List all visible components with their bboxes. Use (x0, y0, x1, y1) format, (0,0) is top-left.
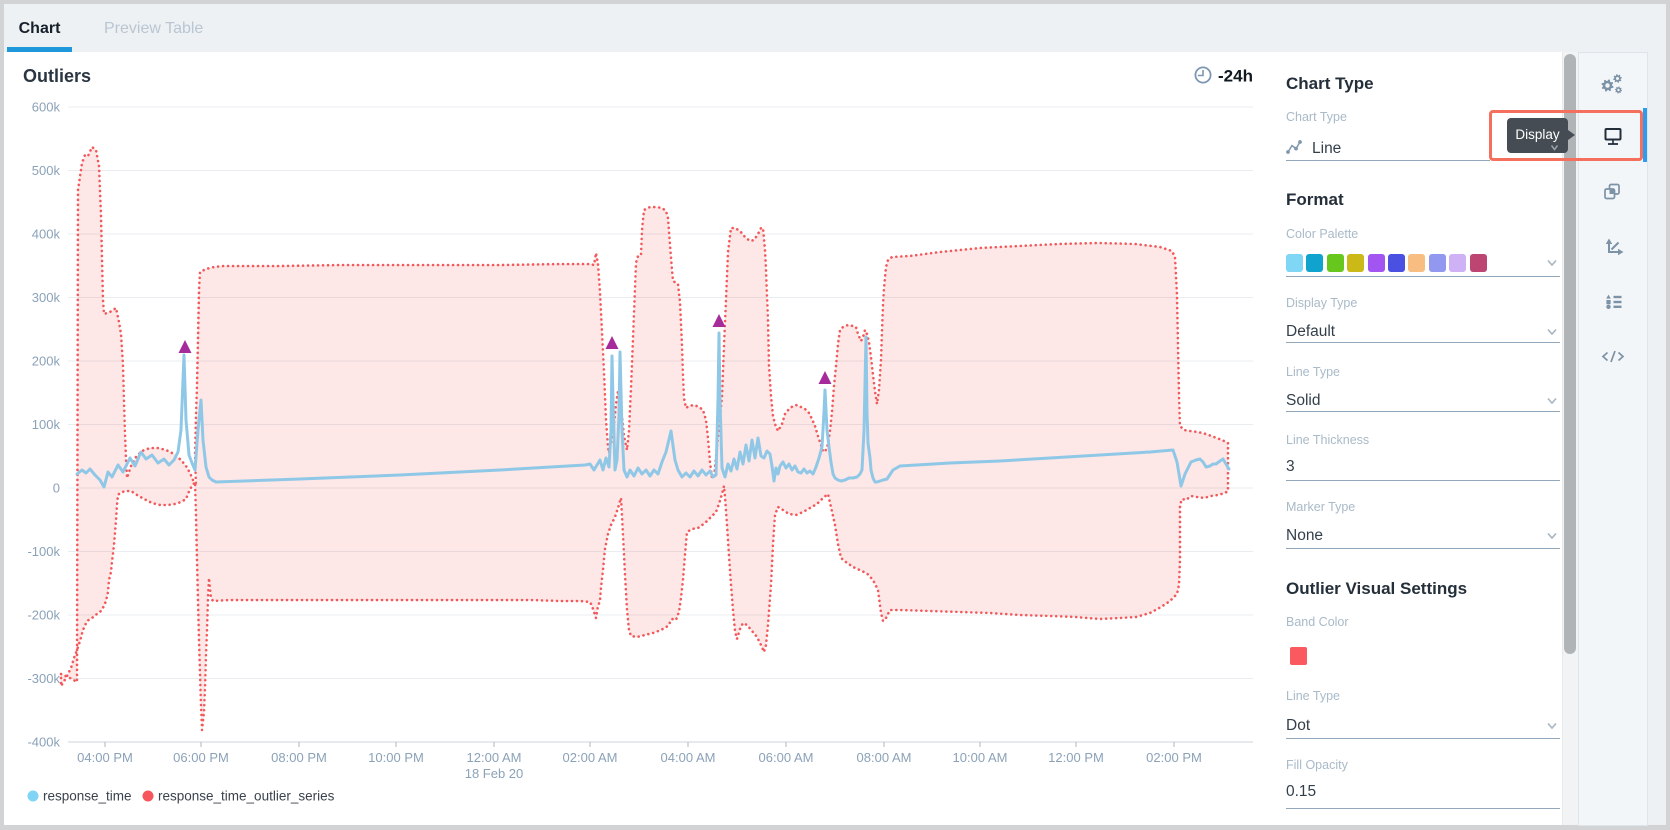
svg-text:500k: 500k (32, 163, 61, 178)
svg-text:Outliers: Outliers (23, 66, 91, 86)
svg-text:-200k: -200k (27, 608, 60, 623)
svg-text:04:00 AM: 04:00 AM (661, 750, 716, 765)
svg-text:200k: 200k (32, 354, 61, 369)
svg-text:10:00 PM: 10:00 PM (368, 750, 424, 765)
svg-text:12:00 AM: 12:00 AM (467, 750, 522, 765)
svg-text:300k: 300k (32, 290, 61, 305)
svg-text:12:00 PM: 12:00 PM (1048, 750, 1104, 765)
svg-text:02:00 PM: 02:00 PM (1146, 750, 1202, 765)
svg-text:04:00 PM: 04:00 PM (77, 750, 133, 765)
svg-text:08:00 AM: 08:00 AM (857, 750, 912, 765)
svg-text:10:00 AM: 10:00 AM (953, 750, 1008, 765)
svg-text:100k: 100k (32, 417, 61, 432)
svg-text:0: 0 (53, 481, 60, 496)
svg-text:18 Feb 20: 18 Feb 20 (465, 766, 524, 781)
svg-text:08:00 PM: 08:00 PM (271, 750, 327, 765)
svg-text:-400k: -400k (27, 735, 60, 750)
svg-text:02:00 AM: 02:00 AM (563, 750, 618, 765)
svg-text:response_time: response_time (43, 789, 132, 804)
svg-text:response_time_outlier_series: response_time_outlier_series (158, 789, 335, 804)
svg-text:06:00 AM: 06:00 AM (759, 750, 814, 765)
svg-text:-24h: -24h (1218, 67, 1253, 86)
svg-text:400k: 400k (32, 227, 61, 242)
svg-text:-300k: -300k (27, 671, 60, 686)
svg-text:-100k: -100k (27, 544, 60, 559)
svg-text:06:00 PM: 06:00 PM (173, 750, 229, 765)
svg-text:600k: 600k (32, 100, 61, 115)
